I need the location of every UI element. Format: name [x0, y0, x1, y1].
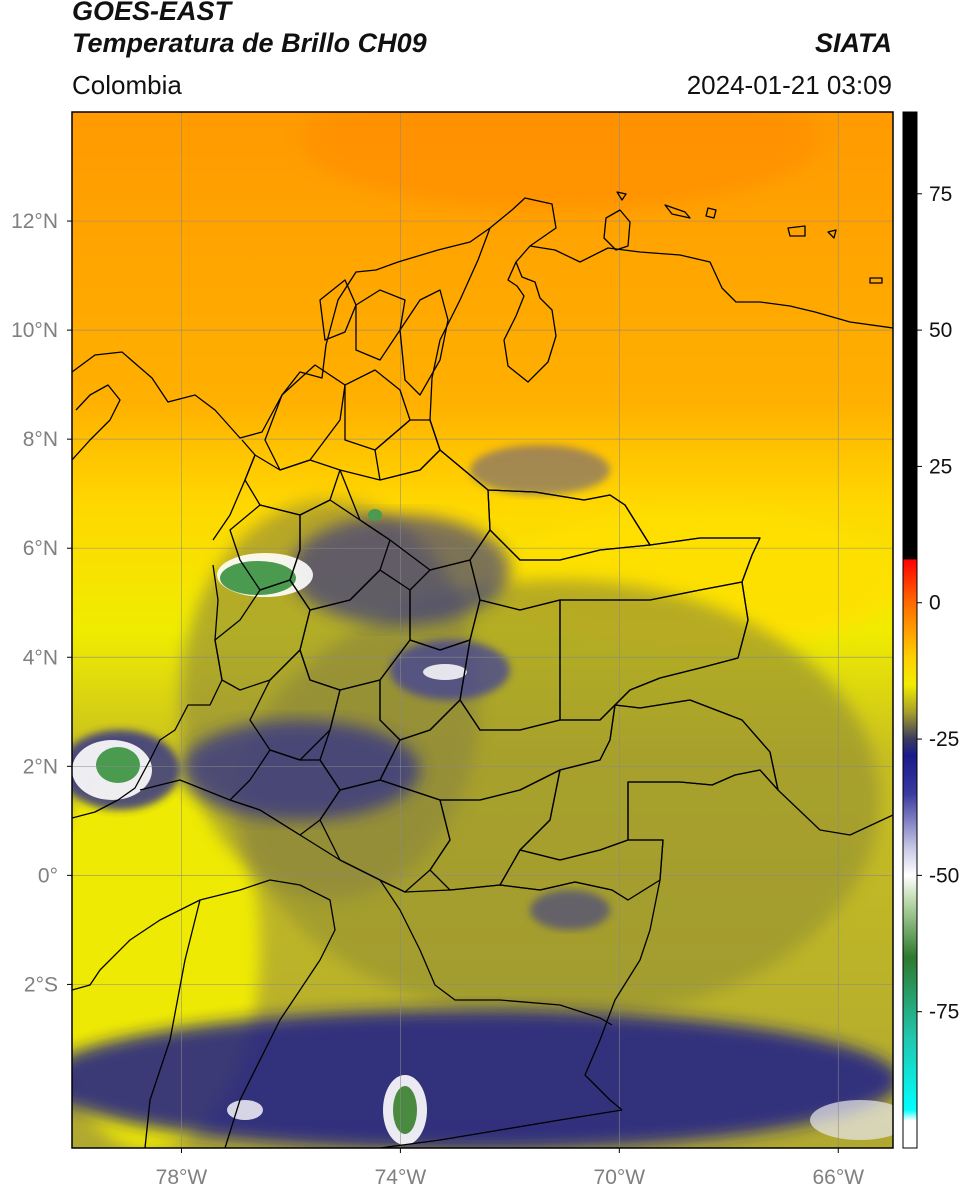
region-label: Colombia [72, 70, 182, 100]
colorbar-tick-label: 75 [929, 183, 952, 206]
island-6 [616, 191, 627, 201]
venezuela-brazil [777, 789, 893, 836]
lat-tick-label: 0° [38, 864, 58, 887]
peru-coast [72, 879, 301, 991]
title-line-1: GOES-EAST [72, 0, 232, 26]
boundaries [72, 191, 893, 1148]
lat-tick-label: 10°N [11, 319, 58, 342]
peru-ecuador-border [379, 879, 613, 1026]
map-frame [71, 111, 894, 1149]
caribbean-coastline [72, 197, 893, 439]
island-3 [705, 207, 717, 219]
peru-brazil [379, 1109, 623, 1148]
island-1 [787, 225, 806, 237]
colorbar-tick-label: 25 [929, 455, 952, 478]
dept-26 [499, 839, 664, 901]
colorbar-tick-label: 50 [929, 319, 952, 342]
river-2 [144, 899, 201, 1148]
title-line-2: Temperatura de Brillo CH09 [72, 28, 427, 58]
island-2 [664, 204, 691, 219]
brand-label: SIATA [815, 28, 892, 58]
graticule [72, 112, 893, 1148]
dept-1 [319, 279, 357, 341]
lat-tick-label: 2°S [24, 973, 58, 996]
dept-3 [399, 289, 449, 396]
lat-tick-label: 12°N [11, 210, 58, 233]
lon-tick-label: 70°W [594, 1166, 646, 1189]
lat-tick-label: 2°N [23, 755, 58, 778]
pacific-coastline [72, 384, 121, 461]
lat-tick-label: 6°N [23, 537, 58, 560]
dept-4 [264, 364, 346, 471]
colorbar-tick-label: -50 [929, 864, 959, 887]
colorbar: 75 50 25 0 -25 -50 -75 [902, 111, 959, 1149]
datetime-label: 2024-01-21 03:09 [686, 70, 892, 100]
colorbar-bar [902, 111, 918, 1149]
dept-22 [229, 749, 341, 836]
lon-tick-label: 78°W [156, 1166, 208, 1189]
island-4 [869, 277, 883, 284]
lon-tick-label: 66°W [812, 1166, 864, 1189]
colorbar-tick-label: -75 [929, 1001, 959, 1024]
river-1 [224, 884, 336, 1148]
lat-tick-label: 4°N [23, 646, 58, 669]
satellite-imagery [72, 112, 893, 1148]
axis-labels: 12°N 10°N 8°N 6°N 4°N 2°N 0° 2°S 78°W 74°W 70°W 66°… [11, 210, 864, 1189]
colorbar-tick-label: -25 [929, 728, 959, 751]
lat-tick-label: 8°N [23, 428, 58, 451]
colorbar-ticks: 75 50 25 0 -25 -50 -75 [917, 183, 959, 1024]
colorbar-tick-label: 0 [929, 592, 941, 615]
paraguana-peninsula [603, 209, 631, 251]
lon-tick-label: 74°W [375, 1166, 427, 1189]
island-5 [827, 229, 837, 239]
